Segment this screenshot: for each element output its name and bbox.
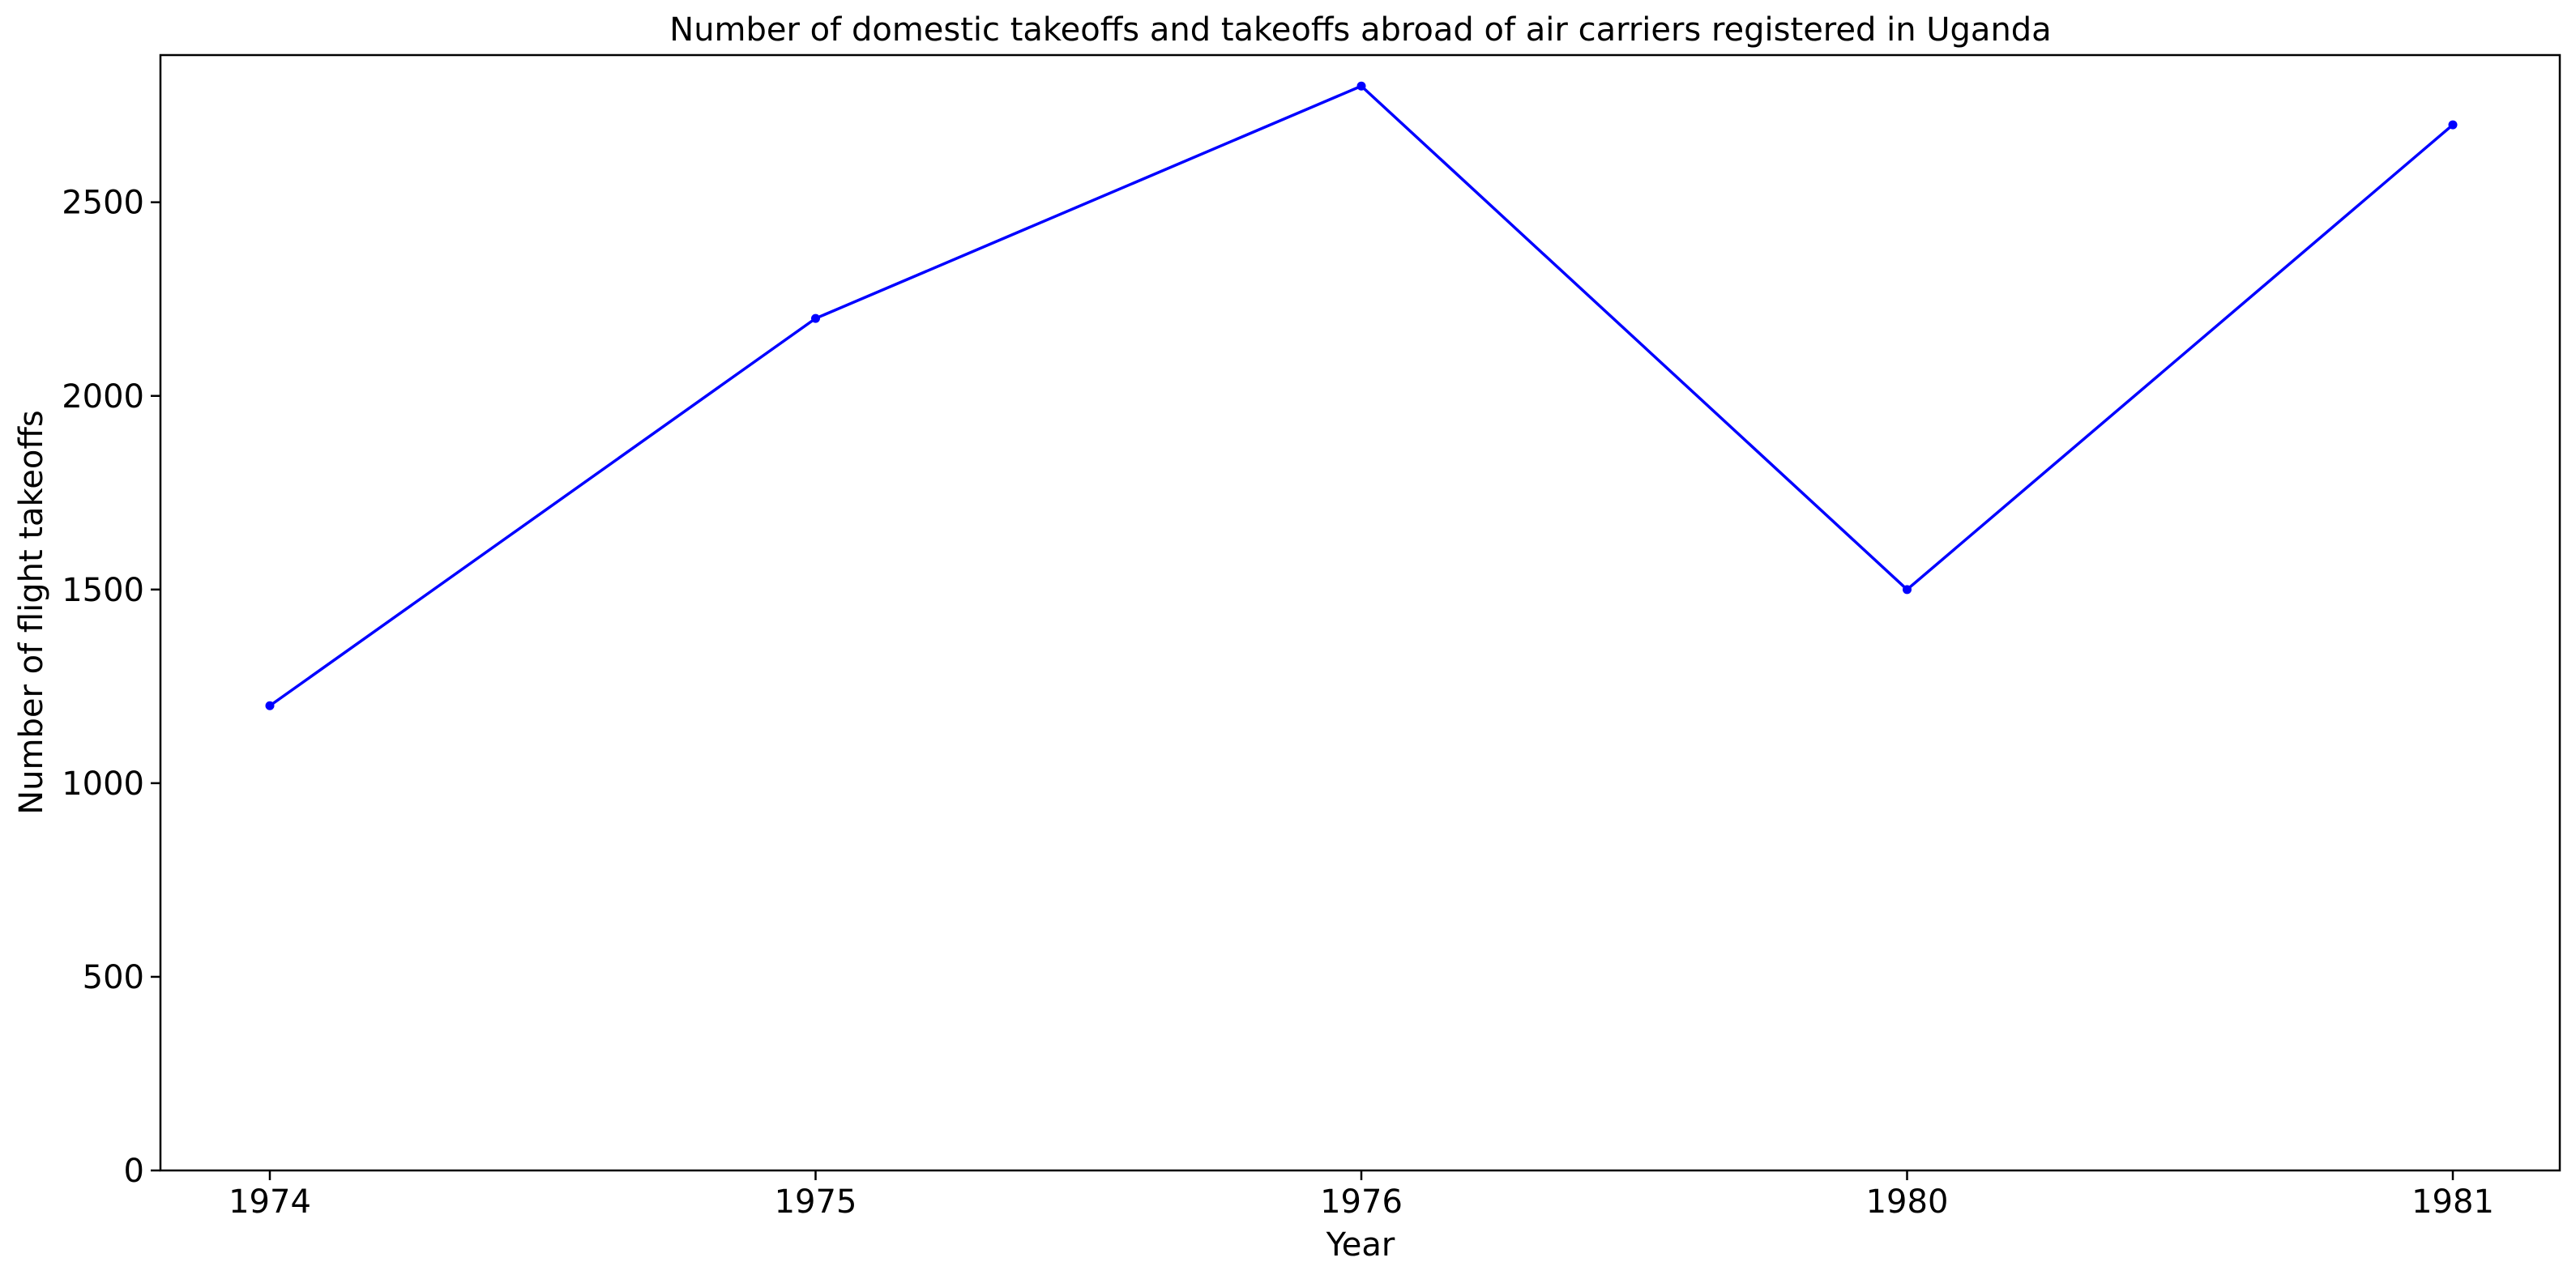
x-axis-label: Year xyxy=(1326,1226,1395,1264)
y-tick-label: 0 xyxy=(124,1153,144,1190)
y-tick-label: 1000 xyxy=(62,765,144,803)
x-tick-label: 1974 xyxy=(229,1183,311,1221)
y-tick-label: 2500 xyxy=(62,185,144,222)
x-tick-label: 1980 xyxy=(1866,1183,1949,1221)
plot-frame xyxy=(159,53,2561,1172)
x-tick-label: 1981 xyxy=(2412,1183,2494,1221)
x-tick-label: 1976 xyxy=(1320,1183,1403,1221)
data-point xyxy=(1903,585,1912,595)
plot-area xyxy=(265,81,2458,710)
data-point xyxy=(2448,120,2458,130)
x-axis-ticks: 1974 1975 1976 1980 1981 xyxy=(229,1170,2494,1221)
y-axis-label: Number of flight takeoffs xyxy=(13,410,50,815)
data-point xyxy=(1356,81,1366,91)
series-line xyxy=(268,84,2454,707)
x-tick-label: 1975 xyxy=(775,1183,857,1221)
data-point xyxy=(811,313,820,323)
y-tick-label: 2000 xyxy=(62,378,144,416)
data-point xyxy=(265,701,275,710)
chart-title: Number of domestic takeoffs and takeoffs… xyxy=(669,11,2051,49)
y-axis-ticks: 0 500 1000 1500 2000 2500 xyxy=(62,185,160,1190)
y-tick-label: 500 xyxy=(83,959,144,996)
y-tick-label: 1500 xyxy=(62,572,144,609)
